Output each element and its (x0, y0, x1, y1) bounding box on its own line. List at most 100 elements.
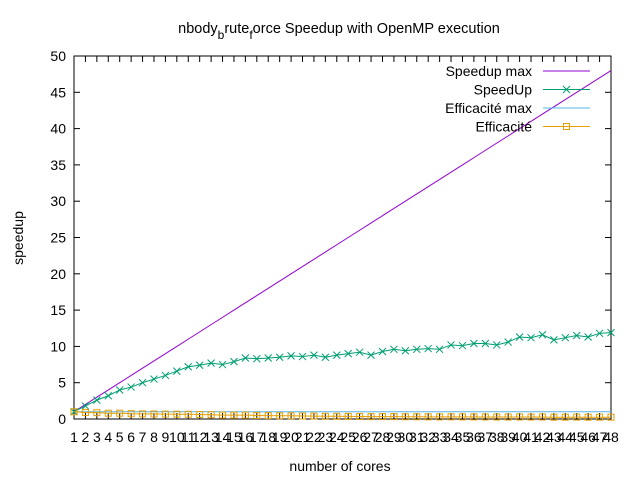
marker-stroke (492, 341, 501, 349)
data-point (241, 411, 249, 419)
data-point (550, 413, 558, 421)
x-tick-label: 20 (283, 429, 299, 445)
x-tick-label: 27 (363, 429, 379, 445)
data-point (436, 413, 444, 421)
marker-stroke (527, 333, 535, 342)
x-tick-label: 48 (603, 429, 619, 445)
x-tick-label: 10 (169, 429, 185, 445)
marker-stroke (172, 367, 181, 375)
x-tick-label: 28 (375, 429, 391, 445)
marker-stroke (230, 357, 238, 366)
marker-stroke (561, 333, 570, 342)
y-tick-label: 15 (50, 302, 66, 318)
x-tick-label: 13 (203, 429, 219, 445)
marker-stroke (344, 349, 353, 358)
marker-stroke (241, 354, 250, 362)
marker-stroke (161, 371, 170, 380)
data-point (584, 413, 592, 421)
marker-stroke (515, 333, 524, 341)
data-point (252, 354, 261, 363)
data-point (412, 345, 421, 354)
x-tick-label: 5 (116, 429, 124, 445)
x-tick-label: 14 (215, 429, 231, 445)
data-point (527, 413, 535, 421)
x-tick-label: 30 (398, 429, 414, 445)
x-tick-label: 40 (512, 429, 528, 445)
data-point (504, 413, 512, 421)
marker-stroke (150, 375, 158, 383)
data-point (321, 412, 329, 420)
data-point (150, 375, 158, 383)
data-point (150, 410, 158, 418)
data-point (607, 413, 615, 421)
marker-stroke (538, 330, 547, 339)
data-point (218, 360, 227, 369)
data-point (321, 353, 330, 362)
marker-stroke (264, 354, 273, 362)
data-point (116, 409, 124, 417)
marker-stroke (550, 336, 558, 344)
marker-stroke (367, 351, 375, 359)
data-point (356, 412, 364, 420)
marker-stroke (195, 361, 204, 370)
x-tick-label: 15 (226, 429, 242, 445)
x-tick-label: 2 (82, 429, 90, 445)
x-tick-label: 12 (192, 429, 208, 445)
data-point (595, 329, 604, 338)
marker-stroke (562, 85, 571, 94)
marker-stroke (332, 351, 341, 359)
data-point (70, 408, 78, 416)
x-tick-label: 16 (238, 429, 254, 445)
data-point (287, 351, 295, 360)
x-tick-label: 41 (523, 429, 539, 445)
data-point (161, 371, 170, 380)
marker-stroke (607, 328, 615, 337)
marker-stroke (275, 353, 284, 362)
marker-stroke (207, 359, 215, 367)
y-tick-label: 5 (58, 375, 66, 391)
x-tick-label: 4 (104, 429, 112, 445)
x-tick-label: 39 (500, 429, 516, 445)
chart-title-subscript: b (218, 28, 225, 42)
data-point (81, 402, 90, 410)
data-point (139, 410, 147, 418)
x-tick-label: 37 (478, 429, 494, 445)
data-point (378, 413, 386, 421)
data-point (344, 349, 353, 358)
data-point (219, 411, 227, 419)
y-axis-label: speedup (10, 211, 26, 265)
data-point (515, 333, 524, 341)
data-point (367, 413, 375, 421)
x-tick-label: 1 (70, 429, 78, 445)
data-point (298, 352, 307, 361)
marker-stroke (92, 396, 101, 404)
data-point (287, 412, 295, 420)
data-point (207, 411, 215, 419)
data-point (390, 413, 398, 421)
data-point (184, 410, 192, 418)
x-tick-label: 26 (352, 429, 368, 445)
y-tick-label: 35 (50, 157, 66, 173)
y-tick-label: 40 (50, 121, 66, 137)
legend-item: Efficacité (475, 119, 590, 135)
marker-stroke (401, 346, 410, 355)
data-point (550, 336, 558, 344)
x-axis-label: number of cores (289, 458, 390, 474)
marker-stroke (458, 341, 467, 350)
x-tick-label: 32 (420, 429, 436, 445)
marker-stroke (310, 351, 318, 359)
x-tick-label: 36 (466, 429, 482, 445)
chart-title: nbodybruteforce Speedup with OpenMP exec… (178, 21, 500, 42)
x-tick-label: 23 (318, 429, 334, 445)
data-point (424, 413, 432, 421)
data-point (584, 333, 593, 341)
data-point (378, 347, 387, 356)
data-point (230, 357, 238, 366)
marker-stroke (584, 333, 593, 341)
data-point (481, 339, 490, 348)
data-point (93, 409, 101, 417)
legend-item: Efficacité max (445, 100, 590, 116)
marker-stroke (355, 348, 364, 357)
data-point (527, 333, 535, 342)
marker-stroke (184, 362, 193, 371)
